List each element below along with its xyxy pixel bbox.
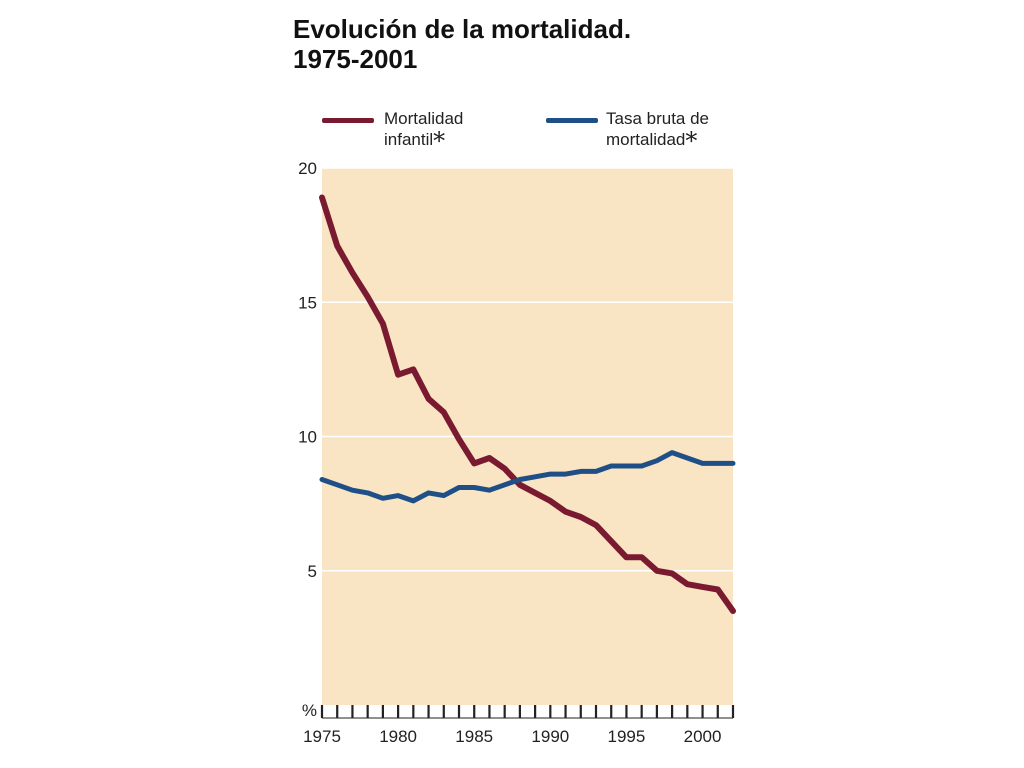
x-tick-label: 2000 xyxy=(684,727,722,746)
legend-label-line1: Mortalidad xyxy=(384,109,464,128)
series-line-mortalidad-infantil xyxy=(319,194,736,614)
asterisk-mark: * xyxy=(685,127,698,155)
x-tick-label: 1995 xyxy=(608,727,646,746)
asterisk-mark: * xyxy=(433,127,446,155)
x-tick-label: 1990 xyxy=(531,727,569,746)
y-unit-label: % xyxy=(302,701,317,720)
legend-label-line2: infantil xyxy=(384,130,434,149)
x-tick-label: 1985 xyxy=(455,727,493,746)
legend-label-tasa-bruta: Tasa bruta de mortalidad* xyxy=(606,108,710,155)
legend-swatch-mortalidad-infantil xyxy=(322,118,374,123)
x-tick-label: 1980 xyxy=(379,727,417,746)
y-tick-label: 5 xyxy=(308,562,317,581)
legend-label-line2: mortalidad xyxy=(606,130,686,149)
legend-label-line1: Tasa bruta de xyxy=(606,109,710,128)
chart-title-line1: Evolución de la mortalidad. xyxy=(293,14,632,44)
series-line-tasa-bruta xyxy=(319,450,736,504)
y-tick-label: 15 xyxy=(298,293,317,312)
legend-swatch-tasa-bruta xyxy=(546,118,598,123)
y-tick-label: 10 xyxy=(298,428,317,447)
y-tick-label: 20 xyxy=(298,159,317,178)
chart-title: Evolución de la mortalidad. 1975-2001 xyxy=(293,14,631,74)
chart-title-line2: 1975-2001 xyxy=(293,44,418,74)
x-tick-label: 1975 xyxy=(303,727,341,746)
legend-label-mortalidad-infantil: Mortalidad infantil* xyxy=(384,108,464,155)
